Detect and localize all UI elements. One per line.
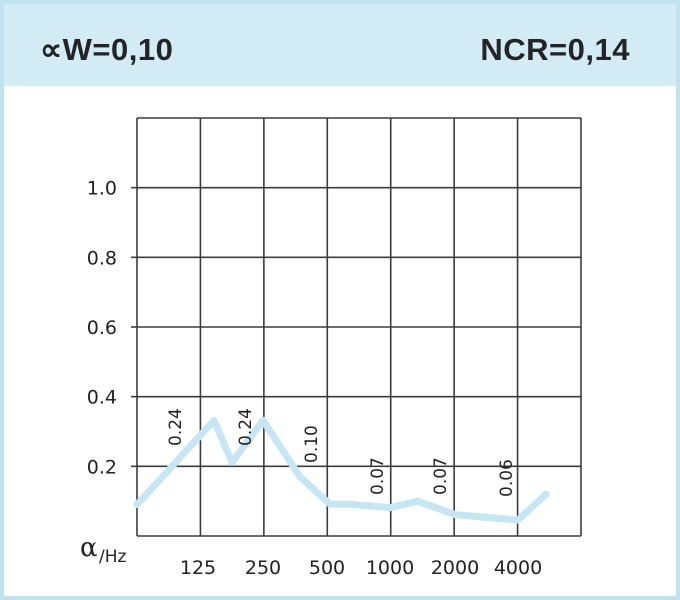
y-tick-label: 1.0 xyxy=(87,178,117,200)
data-label: 0.07 xyxy=(431,457,451,495)
y-tick-label: 0.8 xyxy=(87,247,117,269)
y-tick-label: 0.6 xyxy=(87,317,117,339)
x-tick-label: 500 xyxy=(309,557,345,579)
y-tick-label: 0.2 xyxy=(87,456,117,478)
data-labels: 0.24 0.24 0.10 0.07 0.07 0.06 xyxy=(166,408,517,497)
alpha-w-label: ∝W=0,10 xyxy=(40,32,174,67)
data-label: 0.10 xyxy=(302,425,322,463)
absorption-curve xyxy=(133,416,550,524)
data-label: 0.06 xyxy=(497,459,517,497)
data-label: 0.24 xyxy=(236,408,256,446)
hz-unit-label: /Hz xyxy=(99,547,127,567)
x-axis-ticks: 125 250 500 1000 2000 4000 xyxy=(180,557,542,579)
absorption-line xyxy=(133,416,550,524)
x-tick-label: 250 xyxy=(245,557,281,579)
x-tick-label: 1000 xyxy=(366,557,414,579)
ncr-label: NCR=0,14 xyxy=(480,32,630,67)
header-bar: ∝W=0,10 NCR=0,14 xyxy=(4,4,676,86)
x-tick-label: 2000 xyxy=(431,557,479,579)
y-axis-ticks: 1.0 0.8 0.6 0.4 0.2 xyxy=(87,178,137,478)
data-label: 0.24 xyxy=(166,408,186,446)
x-axis-unit: α /Hz xyxy=(80,533,127,567)
x-tick-label: 4000 xyxy=(494,557,542,579)
x-tick-label: 125 xyxy=(180,557,216,579)
alpha-symbol: α xyxy=(80,533,98,563)
data-label: 0.07 xyxy=(368,457,388,495)
y-tick-label: 0.4 xyxy=(87,387,117,409)
